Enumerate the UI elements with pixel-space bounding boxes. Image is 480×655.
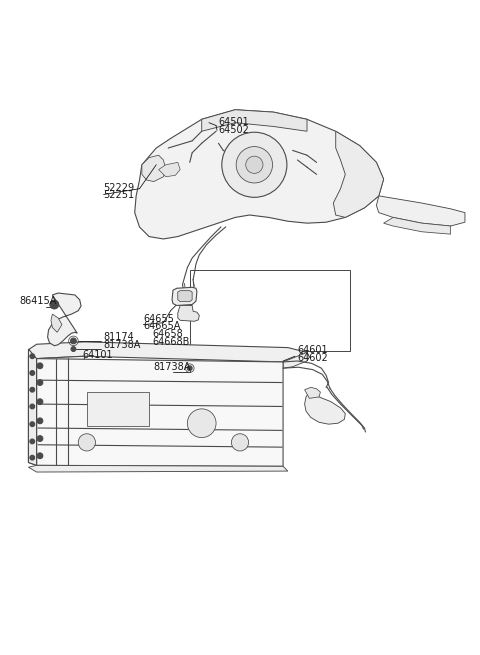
Polygon shape xyxy=(283,352,310,368)
Text: 64501: 64501 xyxy=(218,117,249,128)
Polygon shape xyxy=(178,291,192,302)
Text: 86415A: 86415A xyxy=(20,297,57,307)
Circle shape xyxy=(30,387,35,392)
Text: 52229: 52229 xyxy=(104,183,135,193)
Polygon shape xyxy=(48,293,81,346)
Circle shape xyxy=(37,418,43,424)
Polygon shape xyxy=(305,387,321,398)
Polygon shape xyxy=(142,155,166,181)
Polygon shape xyxy=(28,342,310,362)
Polygon shape xyxy=(36,358,283,466)
Circle shape xyxy=(30,439,35,444)
Circle shape xyxy=(37,380,43,385)
Circle shape xyxy=(30,371,35,375)
Polygon shape xyxy=(87,392,149,426)
Circle shape xyxy=(187,409,216,438)
Circle shape xyxy=(181,290,186,294)
Circle shape xyxy=(246,156,263,174)
Text: 81738A: 81738A xyxy=(104,340,141,350)
Polygon shape xyxy=(28,465,288,472)
Polygon shape xyxy=(333,131,384,217)
Circle shape xyxy=(71,338,76,344)
Circle shape xyxy=(71,346,76,352)
Polygon shape xyxy=(158,162,180,177)
Circle shape xyxy=(37,436,43,441)
Text: 64668B: 64668B xyxy=(152,337,189,346)
Circle shape xyxy=(187,365,192,371)
Text: 64665A: 64665A xyxy=(144,322,180,331)
Text: 52251: 52251 xyxy=(104,190,135,200)
Text: 64602: 64602 xyxy=(298,353,328,363)
Polygon shape xyxy=(28,349,36,465)
Circle shape xyxy=(37,363,43,369)
Text: 64101: 64101 xyxy=(82,350,113,360)
Text: 64601: 64601 xyxy=(298,345,328,355)
Polygon shape xyxy=(384,217,451,234)
Circle shape xyxy=(30,354,35,358)
Circle shape xyxy=(37,453,43,458)
Circle shape xyxy=(236,147,273,183)
Circle shape xyxy=(30,422,35,426)
Polygon shape xyxy=(51,314,62,332)
Circle shape xyxy=(52,302,57,307)
Circle shape xyxy=(50,300,59,309)
Circle shape xyxy=(231,434,249,451)
Polygon shape xyxy=(202,110,307,131)
Polygon shape xyxy=(135,110,384,239)
Circle shape xyxy=(37,399,43,405)
Polygon shape xyxy=(305,392,345,424)
Circle shape xyxy=(30,404,35,409)
Circle shape xyxy=(30,455,35,460)
Text: 64655: 64655 xyxy=(144,314,174,324)
Polygon shape xyxy=(178,305,199,322)
Polygon shape xyxy=(376,196,465,226)
Text: 81738A: 81738A xyxy=(154,362,191,372)
Text: 81174: 81174 xyxy=(104,332,134,343)
Text: 64502: 64502 xyxy=(218,125,249,135)
Polygon shape xyxy=(28,356,84,465)
Polygon shape xyxy=(172,288,197,305)
Circle shape xyxy=(78,434,96,451)
Circle shape xyxy=(222,132,287,197)
Text: 64658: 64658 xyxy=(152,329,183,339)
